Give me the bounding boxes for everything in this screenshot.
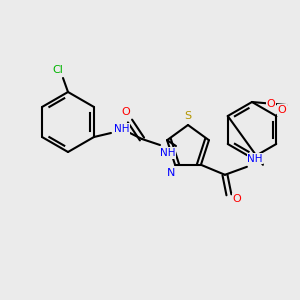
Text: S: S	[184, 111, 192, 121]
Text: NH: NH	[247, 154, 263, 164]
Text: NH: NH	[114, 124, 130, 134]
Text: O: O	[277, 105, 286, 115]
Text: O: O	[122, 107, 130, 117]
Text: O: O	[232, 194, 241, 204]
Text: N: N	[167, 168, 175, 178]
Text: Cl: Cl	[52, 65, 63, 75]
Text: NH: NH	[160, 148, 176, 158]
Text: O: O	[266, 99, 275, 109]
